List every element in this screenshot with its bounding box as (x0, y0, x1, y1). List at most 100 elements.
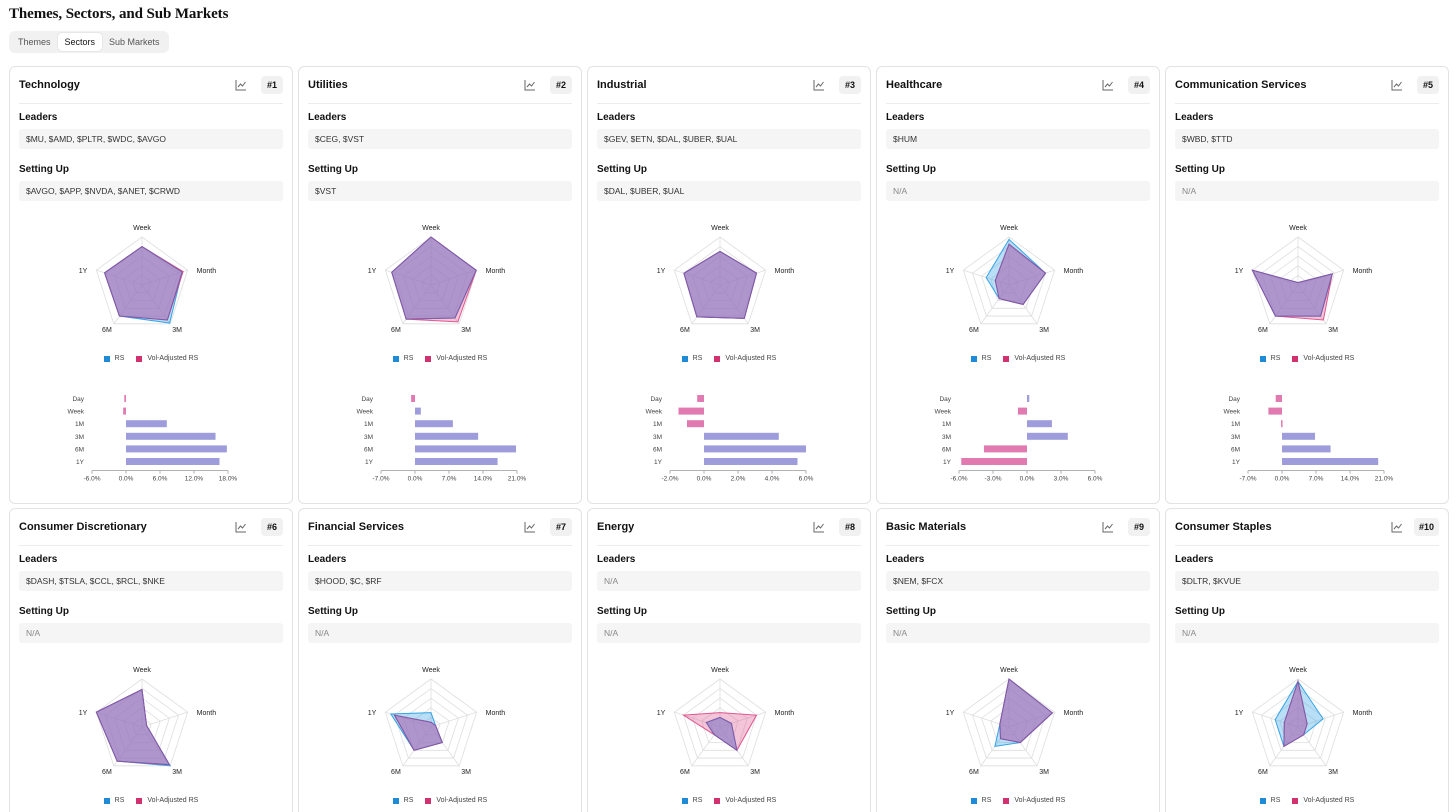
radar-axis-label: 6M (1258, 769, 1268, 776)
setting-up-label: Setting Up (19, 164, 69, 175)
chart-icon[interactable] (813, 79, 829, 93)
legend-item-vol-adjusted-rs[interactable]: Vol-Adjusted RS (136, 355, 198, 362)
legend-item-rs[interactable]: RS (103, 355, 124, 362)
radar-series-overlap (1283, 679, 1308, 748)
leaders-value: $CEG, $VST (308, 129, 572, 149)
setting-up-value: N/A (597, 623, 861, 643)
radar-grid-ring (683, 688, 757, 759)
chart-icon[interactable] (524, 79, 540, 93)
legend-label-rs: RS (403, 797, 414, 804)
legend-item-rs[interactable]: RS (1259, 355, 1280, 362)
setting-up-label: Setting Up (1175, 164, 1225, 175)
legend-item-vol-adjusted-rs[interactable]: Vol-Adjusted RS (714, 355, 776, 362)
return-bar (1268, 407, 1282, 415)
tab-sectors[interactable]: Sectors (57, 33, 103, 51)
return-bar (704, 445, 806, 453)
radar-grid-ring (384, 678, 478, 767)
chart-icon[interactable] (1391, 521, 1407, 535)
chart-icon[interactable] (235, 79, 251, 93)
chart-icon[interactable] (524, 521, 540, 535)
return-bar (678, 407, 704, 415)
sector-card: Consumer Discretionary #6 Leaders $DASH, $T… (9, 508, 293, 812)
legend-label-vol-adjusted-rs: Vol-Adjusted RS (725, 797, 777, 804)
bar-x-tick-label: 0.0% (1020, 476, 1035, 483)
setting-up-label: Setting Up (19, 606, 69, 617)
return-bar (1027, 395, 1030, 402)
leaders-value: $HUM (886, 129, 1150, 149)
radar-grid-ring (1251, 678, 1345, 767)
tab-themes[interactable]: Themes (18, 37, 51, 47)
radar-axis-label: 3M (1039, 769, 1049, 776)
return-bar (415, 458, 498, 465)
legend-item-rs[interactable]: RS (970, 797, 991, 804)
legend-item-rs[interactable]: RS (681, 355, 702, 362)
radar-axis-label: Week (711, 667, 729, 674)
legend-item-rs[interactable]: RS (681, 797, 702, 804)
leaders-label: Leaders (886, 554, 925, 565)
bar-x-tick-label: 0.0% (697, 476, 712, 483)
chart-icon[interactable] (235, 521, 251, 535)
setting-up-label: Setting Up (597, 164, 647, 175)
bar-period-label: 1Y (654, 459, 663, 466)
card-title: Energy (597, 521, 635, 533)
chart-icon[interactable] (1391, 79, 1407, 93)
radar-series-overlap (994, 243, 1047, 305)
legend-item-vol-adjusted-rs[interactable]: Vol-Adjusted RS (1003, 355, 1065, 362)
setting-up-value: $DAL, $UBER, $UAL (597, 181, 861, 201)
legend-item-rs[interactable]: RS (392, 797, 414, 804)
legend-label-rs: RS (981, 355, 992, 362)
vol-rs-swatch (714, 355, 721, 362)
chart-icon[interactable] (1102, 79, 1118, 93)
radar-series-overlap (705, 716, 738, 752)
return-bar (1281, 420, 1283, 428)
leaders-value: $NEM, $FCX (886, 571, 1150, 591)
legend-label-vol-adjusted-rs: Vol-Adjusted RS (436, 355, 488, 362)
legend-item-vol-adjusted-rs[interactable]: Vol-Adjusted RS (136, 797, 198, 804)
radar-axis-label: Week (133, 225, 151, 232)
card-header: Financial Services #7 (308, 518, 572, 546)
radar-axis-label: 6M (680, 327, 690, 334)
radar-axis-label: 3M (750, 769, 760, 776)
radar-grid-ring (962, 236, 1056, 325)
rank-badge: #7 (550, 518, 572, 536)
card-title: Consumer Discretionary (19, 521, 147, 533)
rank-badge: #2 (550, 76, 572, 94)
legend-item-rs[interactable]: RS (1259, 797, 1280, 804)
card-header: Industrial #3 (597, 76, 861, 104)
vol-rs-swatch (136, 797, 143, 804)
radar-axis-label: Month (1064, 710, 1084, 717)
setting-up-value: N/A (308, 623, 572, 643)
radar-series-overlap (393, 714, 443, 751)
legend-item-rs[interactable]: RS (970, 355, 992, 362)
card-title: Utilities (308, 79, 348, 91)
radar-axis-label: 3M (461, 769, 471, 776)
legend-item-rs[interactable]: RS (103, 797, 124, 804)
legend-item-vol-adjusted-rs[interactable]: Vol-Adjusted RS (425, 797, 487, 804)
chart-icon[interactable] (1102, 521, 1118, 535)
chart-legend: RS Vol-Adjusted RS (877, 797, 1159, 804)
radar-series-overlap (391, 236, 477, 320)
legend-item-vol-adjusted-rs[interactable]: Vol-Adjusted RS (1292, 797, 1354, 804)
radar-axis-label: 6M (102, 769, 112, 776)
legend-item-vol-adjusted-rs[interactable]: Vol-Adjusted RS (1003, 797, 1065, 804)
tab-sub-markets[interactable]: Sub Markets (109, 37, 160, 47)
legend-item-vol-adjusted-rs[interactable]: Vol-Adjusted RS (1292, 355, 1354, 362)
bar-period-label: 1Y (76, 459, 85, 466)
return-bar (126, 445, 227, 453)
bar-x-tick-label: -2.0% (662, 476, 679, 483)
rs-swatch (1259, 355, 1266, 362)
bar-x-tick-label: 12.0% (185, 476, 204, 483)
chart-icon[interactable] (813, 521, 829, 535)
legend-item-rs[interactable]: RS (392, 355, 413, 362)
return-bar (697, 395, 704, 402)
return-bar (126, 458, 220, 465)
radar-grid-ring (673, 678, 767, 767)
legend-label-vol-adjusted-rs: Vol-Adjusted RS (1014, 355, 1066, 362)
sector-card: Technology #1 Leaders $MU, $AMD, $PLTR, $WD… (9, 66, 293, 504)
legend-item-vol-adjusted-rs[interactable]: Vol-Adjusted RS (425, 355, 487, 362)
page-title: Themes, Sectors, and Sub Markets (9, 6, 229, 22)
bar-period-label: 3M (75, 434, 84, 441)
legend-item-vol-adjusted-rs[interactable]: Vol-Adjusted RS (714, 797, 776, 804)
setting-up-value: N/A (886, 623, 1150, 643)
bar-period-label: 6M (75, 446, 84, 453)
